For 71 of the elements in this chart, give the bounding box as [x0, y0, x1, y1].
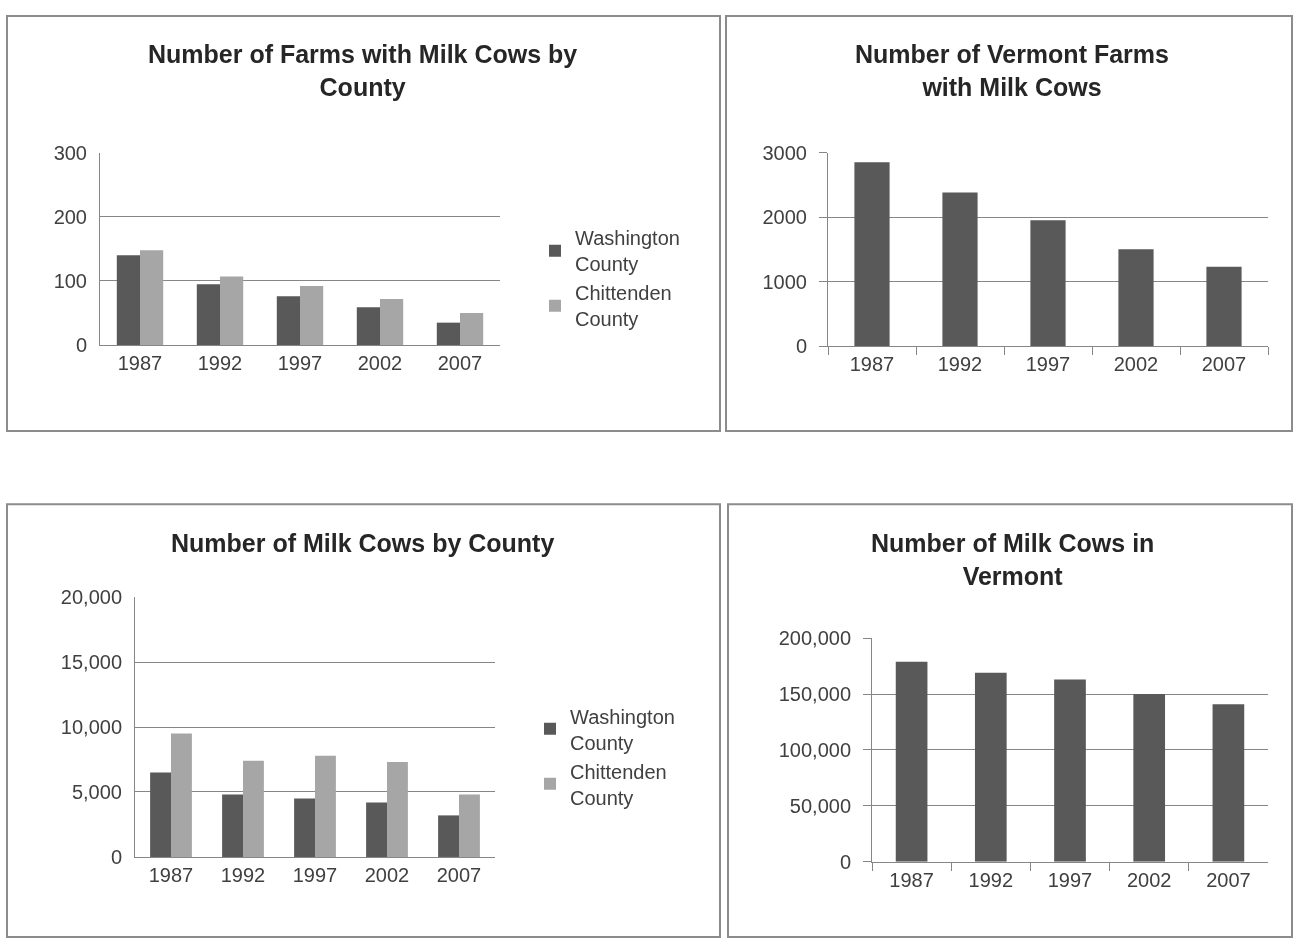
y-tick-label: 5,000 [71, 781, 122, 803]
bar [294, 798, 315, 857]
y-tick-label: 20,000 [60, 586, 122, 609]
x-tick-label: 1992 [220, 863, 266, 886]
bar [460, 313, 484, 346]
x-tick-label: 1997 [1025, 353, 1071, 376]
x-tick-label: 1997 [292, 863, 338, 886]
bar [315, 755, 336, 857]
chart-title: Number of Vermont Farms with Milk Cows [855, 40, 1169, 101]
bar [380, 298, 404, 346]
bar [276, 296, 300, 346]
y-tick-label: 0 [839, 850, 851, 873]
bar [116, 255, 140, 346]
y-tick-label: 100 [53, 269, 87, 292]
y-tick-label: 15,000 [60, 651, 122, 674]
legend-label: Washington County [575, 227, 680, 276]
bar [366, 802, 387, 857]
x-tick-label: 2007 [1206, 868, 1251, 891]
legend-label: Washington County [570, 705, 675, 754]
y-tick-label: 0 [110, 845, 122, 868]
y-tick-label: 50,000 [789, 794, 851, 817]
x-tick-label: 2002 [364, 863, 410, 886]
x-tick-label: 1997 [277, 352, 323, 375]
bar [1118, 249, 1154, 347]
bar [196, 284, 220, 346]
x-tick-label: 2007 [1201, 353, 1247, 376]
bar [459, 794, 480, 857]
y-tick-label: 200 [53, 205, 87, 228]
x-tick-label: 1987 [148, 863, 194, 886]
bar [942, 192, 978, 347]
chart-title: Number of Farms with Milk Cows by County [148, 40, 578, 101]
bar [356, 307, 380, 346]
bar [854, 162, 890, 347]
x-tick-label: 1987 [849, 353, 895, 376]
x-tick-label: 1992 [937, 353, 983, 376]
bar [220, 276, 244, 346]
y-tick-label: 10,000 [60, 716, 122, 739]
y-tick-label: 2000 [762, 206, 807, 229]
x-tick-label: 2002 [1126, 868, 1172, 891]
bar [438, 815, 459, 857]
x-tick-label: 2007 [437, 352, 483, 375]
x-tick-label: 2007 [436, 863, 482, 886]
x-tick-label: 2002 [1113, 353, 1159, 376]
x-tick-label: 2002 [357, 352, 403, 375]
chart-title: Number of Milk Cows in Vermont [871, 529, 1155, 590]
y-tick-label: 0 [795, 335, 807, 358]
y-tick-label: 0 [75, 334, 87, 357]
x-tick-label: 1987 [889, 868, 934, 891]
bar [1206, 266, 1242, 347]
chart-title: Number of Milk Cows by County [171, 529, 555, 557]
bar [436, 322, 460, 346]
y-tick-label: 300 [53, 141, 87, 164]
x-tick-label: 1987 [117, 352, 163, 375]
bar [171, 733, 192, 857]
legend-label: Chittenden County [575, 282, 672, 331]
legend-label: Chittenden County [570, 760, 667, 809]
y-tick-label: 1000 [762, 270, 807, 293]
y-tick-label: 200,000 [778, 627, 851, 650]
bar [387, 762, 408, 857]
y-tick-label: 3000 [762, 141, 807, 164]
x-tick-label: 1997 [1047, 868, 1093, 891]
x-tick-label: 1992 [197, 352, 243, 375]
bar [150, 772, 171, 857]
x-tick-label: 1992 [968, 868, 1014, 891]
bar [1030, 220, 1066, 347]
bar [222, 794, 243, 857]
bar [140, 250, 164, 346]
y-tick-label: 150,000 [778, 683, 851, 706]
y-tick-label: 100,000 [778, 739, 851, 761]
bar [300, 286, 324, 346]
bar [243, 760, 264, 857]
